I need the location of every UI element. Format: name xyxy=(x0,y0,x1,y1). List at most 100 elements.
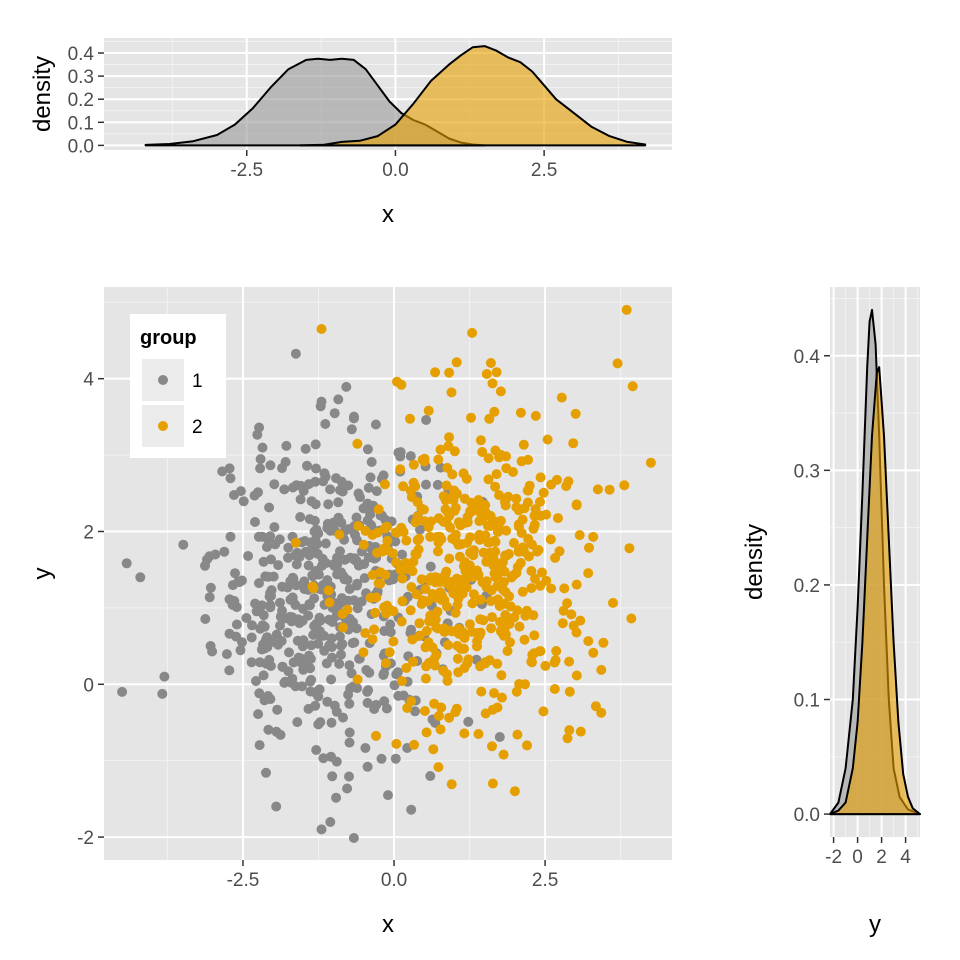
point-group-1 xyxy=(230,568,240,579)
point-group-2 xyxy=(486,585,497,596)
point-group-2 xyxy=(477,514,487,525)
point-group-1 xyxy=(360,743,371,753)
point-group-1 xyxy=(254,422,265,433)
point-group-2 xyxy=(430,367,441,378)
point-group-2 xyxy=(419,456,430,467)
point-group-2 xyxy=(495,625,506,636)
point-group-2 xyxy=(433,546,443,557)
point-group-2 xyxy=(566,609,577,620)
point-group-2 xyxy=(395,564,406,575)
point-group-2 xyxy=(475,614,486,625)
point-group-1 xyxy=(315,717,326,728)
point-group-1 xyxy=(290,681,301,692)
point-group-1 xyxy=(303,610,314,621)
point-group-2 xyxy=(483,474,494,485)
point-group-2 xyxy=(467,327,478,338)
point-group-1 xyxy=(346,424,357,435)
point-group-2 xyxy=(450,529,461,540)
point-group-2 xyxy=(444,432,455,443)
point-group-1 xyxy=(353,488,364,499)
point-group-1 xyxy=(432,479,443,490)
point-group-2 xyxy=(410,548,421,559)
point-group-2 xyxy=(514,679,525,689)
point-group-2 xyxy=(517,514,528,525)
point-group-1 xyxy=(351,512,362,523)
point-group-2 xyxy=(505,601,516,612)
point-group-1 xyxy=(350,529,360,540)
point-group-1 xyxy=(362,499,373,510)
point-group-2 xyxy=(583,568,594,579)
point-group-2 xyxy=(562,598,573,609)
point-group-2 xyxy=(575,726,586,737)
point-group-2 xyxy=(515,407,526,418)
point-group-1 xyxy=(265,460,276,471)
point-group-1 xyxy=(261,767,271,778)
point-group-1 xyxy=(326,674,337,685)
point-group-1 xyxy=(334,658,345,669)
point-group-2 xyxy=(352,438,363,449)
point-group-2 xyxy=(382,521,393,532)
point-group-1 xyxy=(207,646,218,657)
point-group-2 xyxy=(323,585,334,596)
point-group-2 xyxy=(450,502,461,513)
point-group-1 xyxy=(366,457,377,467)
point-group-2 xyxy=(571,500,582,511)
point-group-1 xyxy=(311,745,322,755)
point-group-2 xyxy=(621,304,632,315)
point-group-2 xyxy=(358,647,369,658)
point-group-1 xyxy=(202,554,212,565)
point-group-1 xyxy=(325,484,336,495)
point-group-2 xyxy=(588,647,599,658)
point-group-1 xyxy=(321,558,331,569)
point-group-2 xyxy=(485,358,496,368)
point-group-2 xyxy=(501,451,511,462)
point-group-2 xyxy=(549,657,560,668)
point-group-1 xyxy=(383,790,393,801)
point-group-2 xyxy=(451,488,462,499)
point-group-1 xyxy=(325,817,336,827)
point-group-2 xyxy=(465,506,476,517)
point-group-2 xyxy=(529,630,540,641)
point-group-2 xyxy=(571,670,582,681)
point-group-1 xyxy=(273,639,284,650)
point-group-1 xyxy=(379,626,390,636)
point-group-2 xyxy=(559,583,570,594)
point-group-1 xyxy=(305,537,316,548)
right-y-axis-title: density xyxy=(741,524,768,600)
point-group-1 xyxy=(325,525,336,536)
point-group-2 xyxy=(551,646,562,656)
point-group-1 xyxy=(336,649,346,660)
point-group-2 xyxy=(425,531,436,542)
point-group-2 xyxy=(463,654,474,665)
point-group-2 xyxy=(473,569,484,580)
point-group-2 xyxy=(434,710,444,721)
point-group-2 xyxy=(501,525,512,536)
point-group-2 xyxy=(502,612,513,623)
point-group-1 xyxy=(246,632,257,643)
point-group-2 xyxy=(442,601,452,612)
point-group-2 xyxy=(465,532,476,543)
scatter-y-tick-label: -2 xyxy=(77,828,94,849)
point-group-2 xyxy=(420,584,431,595)
point-group-2 xyxy=(452,600,463,610)
point-group-2 xyxy=(489,688,499,699)
point-group-2 xyxy=(512,729,523,740)
point-group-2 xyxy=(588,531,599,542)
point-group-2 xyxy=(461,473,472,484)
point-group-2 xyxy=(538,706,549,717)
scatter-y-tick-label: 4 xyxy=(83,370,94,391)
point-group-1 xyxy=(310,439,321,450)
point-group-2 xyxy=(519,546,530,557)
point-group-2 xyxy=(487,778,498,789)
point-group-2 xyxy=(527,657,537,668)
point-group-1 xyxy=(200,614,211,624)
point-group-2 xyxy=(526,583,537,594)
point-group-2 xyxy=(367,634,378,645)
point-group-1 xyxy=(311,618,322,629)
point-group-2 xyxy=(532,546,543,557)
point-group-2 xyxy=(402,703,413,713)
point-group-2 xyxy=(481,369,492,379)
point-group-1 xyxy=(362,444,373,455)
point-group-1 xyxy=(344,737,355,748)
point-group-1 xyxy=(227,599,238,610)
